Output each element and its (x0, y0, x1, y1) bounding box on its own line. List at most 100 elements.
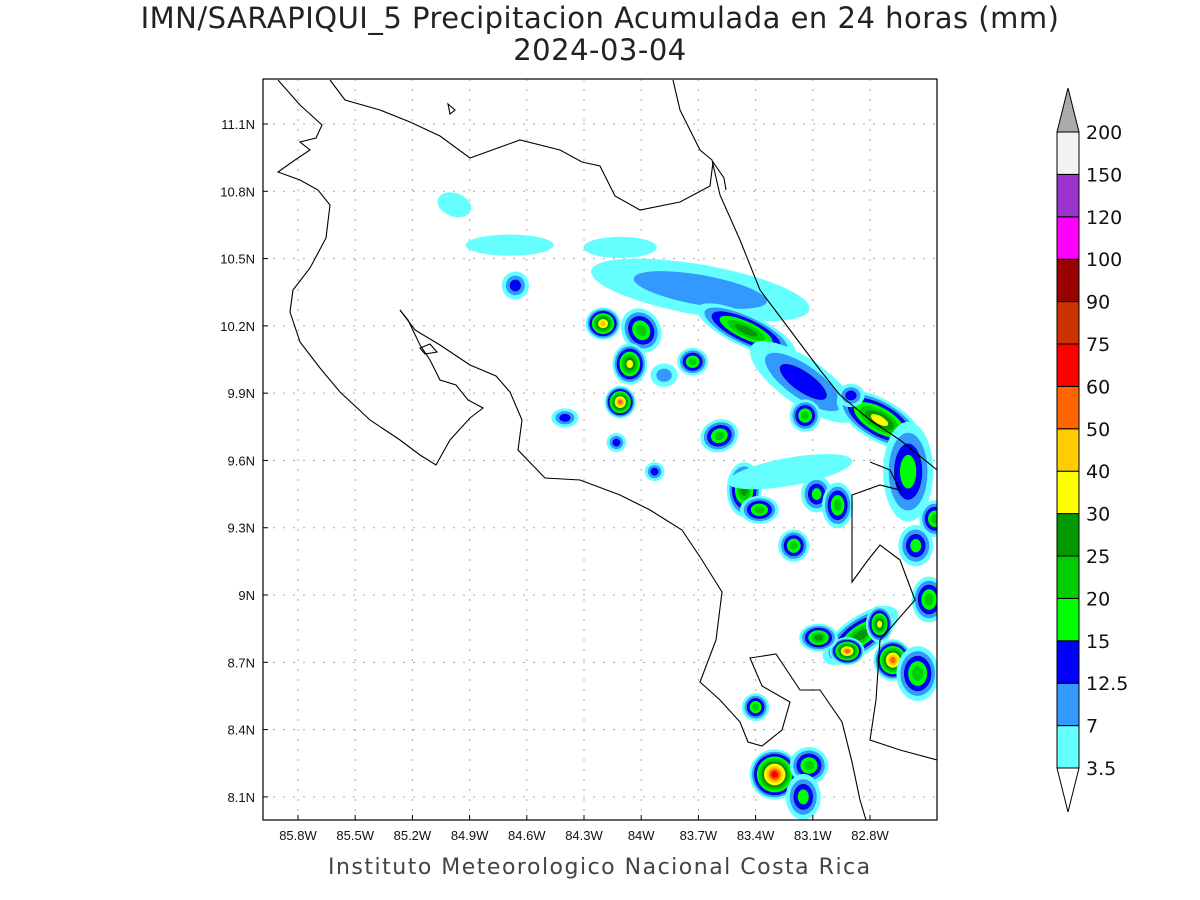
colorbar-label: 7 (1086, 716, 1098, 738)
precip-contour-7 (633, 271, 767, 309)
precip-contour-12.5 (845, 390, 857, 401)
precip-cell (785, 773, 821, 820)
precip-contour-50 (889, 656, 896, 664)
lon-tick-label: 84W (628, 828, 655, 843)
precip-cell (865, 605, 894, 643)
precip-cell (591, 258, 810, 322)
colorbar-label: 12.5 (1086, 673, 1128, 695)
precip-contour-20 (688, 358, 697, 366)
lake-island (447, 102, 456, 115)
precip-cell (437, 192, 472, 218)
precip-contour-30 (870, 414, 889, 427)
precip-contour-7 (656, 368, 672, 382)
colorbar-label: 150 (1086, 164, 1122, 186)
lat-tick-label: 9.6N (228, 453, 255, 468)
lon-tick-label: 82.8W (851, 828, 889, 843)
lon-tick-label: 84.9W (451, 828, 489, 843)
precip-contour-20 (714, 431, 725, 441)
precip-contour-12.5 (779, 364, 827, 400)
precip-cell (740, 495, 779, 524)
precip-cell (727, 454, 853, 490)
precip-cell (829, 637, 865, 666)
colorbar-swatch (1056, 216, 1080, 260)
nicaragua-border-north-coast (276, 79, 485, 466)
colorbar-label: 120 (1086, 207, 1122, 229)
precip-cell (749, 341, 857, 423)
colorbar-label: 75 (1086, 334, 1110, 356)
precip-contour-20 (930, 513, 937, 524)
lon-tick-label: 85.2W (394, 828, 432, 843)
axis-ticks: 11.1N 10.8N 10.5N 10.2N 9.9N 9.6N 9.3N 9N 8.7N 8.… (220, 117, 889, 843)
lon-tick-label: 83.7W (680, 828, 718, 843)
colorbar-label: 20 (1086, 588, 1110, 610)
colorbar-label: 25 (1086, 546, 1110, 568)
colorbar-swatch (1056, 597, 1080, 642)
lat-tick-label: 8.4N (228, 723, 255, 738)
lat-tick-label: 9.9N (228, 386, 255, 401)
lat-tick-label: 9N (238, 588, 255, 603)
precip-cell (501, 271, 529, 300)
caribbean-coast (672, 79, 937, 471)
colorbar-swatch (1056, 555, 1080, 599)
precip-cell (822, 482, 854, 529)
title-line-1: IMN/SARAPIQUI_5 Precipitacion Acumulada … (140, 1, 1060, 35)
lon-tick-label: 84.3W (565, 828, 603, 843)
precip-contour-15 (900, 454, 917, 489)
precip-cell (898, 524, 934, 567)
chart-title: IMN/SARAPIQUI_5 Precipitacion Acumulada … (0, 2, 1200, 66)
precip-contour-20 (789, 541, 798, 550)
colorbar-swatch (1056, 470, 1080, 515)
precip-cell (606, 433, 627, 452)
lat-tick-label: 8.1N (228, 790, 255, 805)
precip-contour-15 (811, 488, 822, 501)
colorbar-swatch (1056, 513, 1080, 557)
map-grid (263, 79, 937, 820)
colorbar-label: 90 (1086, 292, 1110, 314)
precip-contour-12.5 (612, 438, 621, 447)
precip-cell (612, 343, 648, 385)
lat-tick-label: 10.5N (220, 252, 255, 267)
colorbar-swatch (1056, 725, 1080, 769)
lat-tick-label: 8.7N (228, 655, 255, 670)
colorbar-swatch (1056, 682, 1080, 727)
precip-cell (677, 347, 709, 376)
precip-cell (604, 385, 636, 419)
precip-contour-20 (912, 666, 924, 681)
precip-contour-50 (617, 399, 623, 405)
precip-cell (465, 234, 554, 256)
colorbar-swatch (1056, 428, 1080, 472)
precip-cell (650, 363, 678, 387)
precip-contour-50 (844, 649, 850, 654)
precipitation-field (437, 192, 937, 820)
colorbar-label: 3.5 (1086, 758, 1116, 780)
precip-contour-20 (803, 760, 815, 771)
precip-cell (789, 399, 821, 432)
precip-contour-20 (754, 506, 765, 514)
precip-contour-25 (734, 324, 758, 337)
precip-contour-20 (801, 411, 810, 420)
precip-cell (620, 308, 662, 353)
colorbar: 3.5 7 12.5 15 20 25 30 40 50 60 75 90 100 120 150 200 (1056, 87, 1128, 813)
colorbar-swatch (1056, 343, 1080, 387)
precip-cell (778, 529, 810, 562)
lon-tick-label: 84.6W (508, 828, 546, 843)
precip-contour-15 (910, 538, 922, 553)
precip-contour-30 (626, 359, 634, 369)
panama-border (851, 461, 937, 761)
gulf-island (419, 343, 439, 355)
lat-tick-label: 10.2N (220, 319, 255, 334)
lon-tick-label: 85.8W (279, 828, 317, 843)
precip-cell (644, 462, 665, 482)
pacific-coast (399, 309, 867, 820)
lat-tick-label: 10.8N (220, 184, 255, 199)
colorbar-label: 50 (1086, 419, 1110, 441)
precip-cell (749, 749, 800, 800)
precip-contour-20 (752, 703, 759, 711)
precip-contour-30 (877, 620, 883, 628)
map-frame (262, 78, 938, 821)
precip-contour-40 (600, 320, 606, 327)
footer-credit: Instituto Meteorologico Nacional Costa R… (328, 855, 872, 880)
precip-contour-20 (833, 499, 842, 512)
precip-contour-60 (771, 770, 779, 779)
